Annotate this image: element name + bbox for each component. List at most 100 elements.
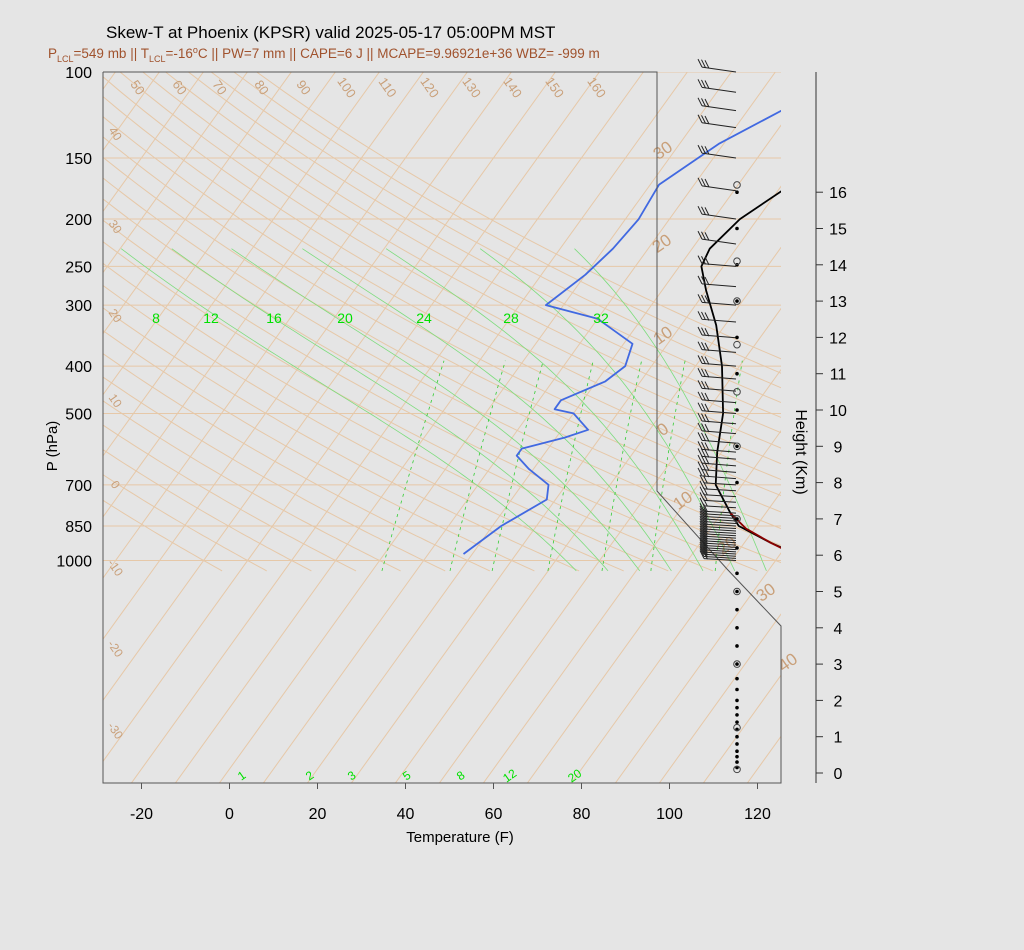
wind-barb-flag [697,177,703,187]
wind-barb [701,420,737,425]
wind-barb [703,526,737,530]
wind-barb-flag [701,423,706,432]
isotherm-line [777,52,1024,803]
height-dot [735,644,739,648]
wind-barb-flag [699,474,705,484]
height-dot [735,480,739,485]
pressure-tick-label: 200 [65,212,92,229]
mixing-ratio-label: 12 [500,766,519,785]
dry-adiabat-line [103,262,669,572]
height-circle [733,181,741,189]
wind-barb [701,462,737,467]
wind-barb [701,213,737,220]
dry-adiabat-label: 70 [209,77,230,97]
dry-adiabat-line [103,400,401,572]
wind-barb-flag [703,537,708,547]
height-dot [735,408,739,412]
wind-barb-flag [701,206,706,215]
wind-barb-flag [701,455,706,464]
wind-barb-flag [704,115,710,125]
dry-adiabat-label: 90 [293,77,314,97]
wind-barb [703,549,737,553]
pressure-tick-label: 700 [65,478,92,495]
mixing-ratio-label: 8 [454,768,468,783]
height-dot [735,662,739,666]
wind-barb-flag [699,508,705,517]
wind-barb [703,528,737,532]
wind-barb-flag [703,540,708,549]
wind-barb-flag [704,381,710,390]
dry-adiabat-line [256,72,781,360]
wind-barb [701,334,737,339]
wind-barb [701,86,737,93]
wind-barb [703,515,737,519]
mixing-ratio-line [547,360,594,571]
wind-barb-flag [704,60,710,69]
height-circle [733,442,741,451]
dry-adiabat-line [103,329,535,572]
pressure-tick-label: 150 [65,151,92,168]
height-dot [735,607,739,612]
height-tick-label: 6 [834,548,843,565]
wind-barb-flag [697,326,703,336]
wind-barb-flag [704,295,710,304]
wind-barb-flag [699,505,705,515]
moist-adiabat-label: 24 [416,310,432,326]
profile-layer [462,109,781,555]
wind-barb [703,518,737,522]
wind-barb [701,122,737,129]
wind-barb-flag [704,328,710,337]
wind-barb-flag [704,312,710,321]
dewpoint-profile [462,109,781,555]
wind-barb [703,510,737,514]
dry-adiabat-line [103,307,580,572]
dry-adiabat-line [103,353,491,572]
wind-barb-flag [703,523,708,533]
height-dot [735,190,739,194]
wind-barb-flag [699,525,705,535]
height-dot [735,676,739,681]
y-axis-label: P (hPa) [44,421,61,472]
mixing-ratio-label: 5 [400,768,414,783]
wind-barb-flag [701,432,706,442]
height-dot [735,371,739,376]
wind-barb-flag [699,527,705,537]
moisture-lines-layer [120,248,767,572]
wind-barb-flag [703,508,708,518]
wind-barb [703,494,737,498]
isotherm-line [262,72,776,783]
wind-barb-flag [704,232,710,241]
wind-barb-flag [703,546,708,556]
isotherm-line [103,72,556,702]
wind-barb-flag [701,311,706,321]
wind-barb-flag [701,231,706,240]
wind-barb [703,482,737,486]
dry-adiabat-line [103,219,758,572]
isotherm-line [103,72,424,518]
temperature-profile [700,190,781,549]
wind-barb-flag [704,462,710,472]
wind-barb-flag [699,537,705,546]
isotherm-line [0,52,42,803]
wind-barb-flag [701,115,706,124]
isotherm-line [174,72,688,783]
wind-barbs-layer [697,58,741,774]
dry-adiabat-line [233,72,781,374]
wind-barb-flag [699,523,705,532]
dry-adiabat-line [103,156,781,530]
wind-barb [701,362,737,367]
isotherm-line [614,552,781,783]
isotherm-label: 30 [106,217,125,236]
chart-title: Skew-T at Phoenix (KPSR) valid 2025-05-1… [106,23,555,42]
isotherm-line [658,613,781,783]
wind-barb [701,410,737,414]
isotherm-line [103,72,600,763]
wind-barb-flag [703,528,708,538]
height-dot [735,335,739,340]
wind-barb-flag [697,311,703,320]
wind-barb-flag [699,532,705,542]
height-tick-label: 13 [829,294,847,311]
moist-adiabat-line [231,248,641,572]
wind-barb-flag [699,486,705,495]
wind-barb-flag [701,342,706,351]
